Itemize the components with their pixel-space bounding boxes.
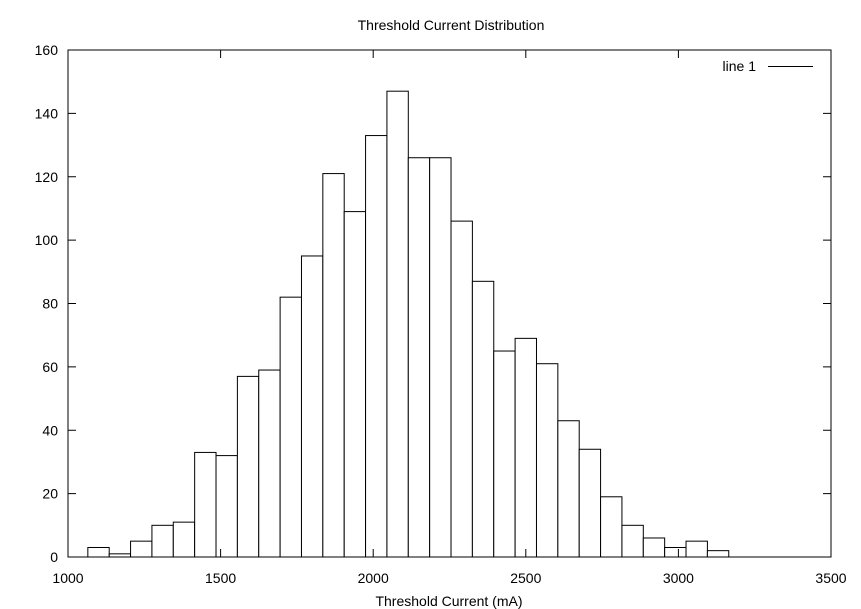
histogram-bar-19 xyxy=(493,350,516,558)
histogram-bar-18 xyxy=(471,280,495,558)
histogram-bar-27 xyxy=(664,546,687,558)
histogram-bar-5 xyxy=(194,451,217,558)
chart-title: Threshold Current Distribution xyxy=(358,17,545,33)
histogram-bar-22 xyxy=(557,420,580,558)
histogram-bar-9 xyxy=(279,296,302,558)
x-tick-label-0: 1000 xyxy=(52,570,83,586)
x-tick-label-5: 3500 xyxy=(815,570,846,586)
y-tick-label-8: 160 xyxy=(35,42,59,58)
histogram-bar-23 xyxy=(578,448,602,558)
y-axis-tick-labels: 0 20 40 60 80 100 120 140 160 xyxy=(35,42,59,565)
histogram-bar-11 xyxy=(322,173,345,558)
legend: line 1 xyxy=(723,58,813,74)
histogram-bar-20 xyxy=(514,337,537,558)
x-axis-tick-labels: 1000 1500 2000 2500 3000 3500 xyxy=(52,570,846,586)
histogram-bar-2 xyxy=(130,540,153,558)
x-tick-label-2: 2000 xyxy=(358,570,389,586)
histogram-bar-28 xyxy=(685,540,708,558)
y-tick-label-0: 0 xyxy=(50,549,58,565)
x-axis-title: Threshold Current (mA) xyxy=(375,593,522,609)
histogram-bar-17 xyxy=(450,220,473,558)
y-tick-label-3: 60 xyxy=(42,359,58,375)
histogram-bar-6 xyxy=(215,455,238,558)
histogram-bar-13 xyxy=(365,135,388,558)
x-tick-label-4: 3000 xyxy=(663,570,694,586)
histogram-bar-26 xyxy=(642,537,666,558)
histogram-bar-10 xyxy=(300,255,324,558)
legend-label-line-1: line 1 xyxy=(723,58,757,74)
histogram-bar-25 xyxy=(621,524,644,558)
x-tick-label-1: 1500 xyxy=(205,570,236,586)
histogram-bar-8 xyxy=(258,369,281,558)
y-tick-label-7: 140 xyxy=(35,105,59,121)
y-tick-label-1: 20 xyxy=(42,486,58,502)
histogram-bar-0 xyxy=(87,546,110,558)
histogram-bar-24 xyxy=(600,496,623,558)
y-tick-label-5: 100 xyxy=(35,232,59,248)
histogram-bar-16 xyxy=(429,157,452,558)
histogram-bar-29 xyxy=(706,550,730,558)
axis-ticks xyxy=(67,49,832,558)
histogram-bar-12 xyxy=(343,211,367,558)
histogram-bar-21 xyxy=(535,363,559,558)
histogram-bar-1 xyxy=(108,553,132,558)
histogram-bar-7 xyxy=(236,375,260,558)
histogram-bar-4 xyxy=(172,521,196,558)
histogram-bars xyxy=(87,90,730,558)
x-tick-label-3: 2500 xyxy=(510,570,541,586)
histogram-bar-3 xyxy=(151,524,174,558)
y-tick-label-4: 80 xyxy=(42,296,58,312)
histogram-bar-14 xyxy=(386,90,409,558)
y-tick-label-6: 120 xyxy=(35,169,59,185)
y-tick-label-2: 40 xyxy=(42,422,58,438)
histogram-bar-15 xyxy=(407,157,431,558)
